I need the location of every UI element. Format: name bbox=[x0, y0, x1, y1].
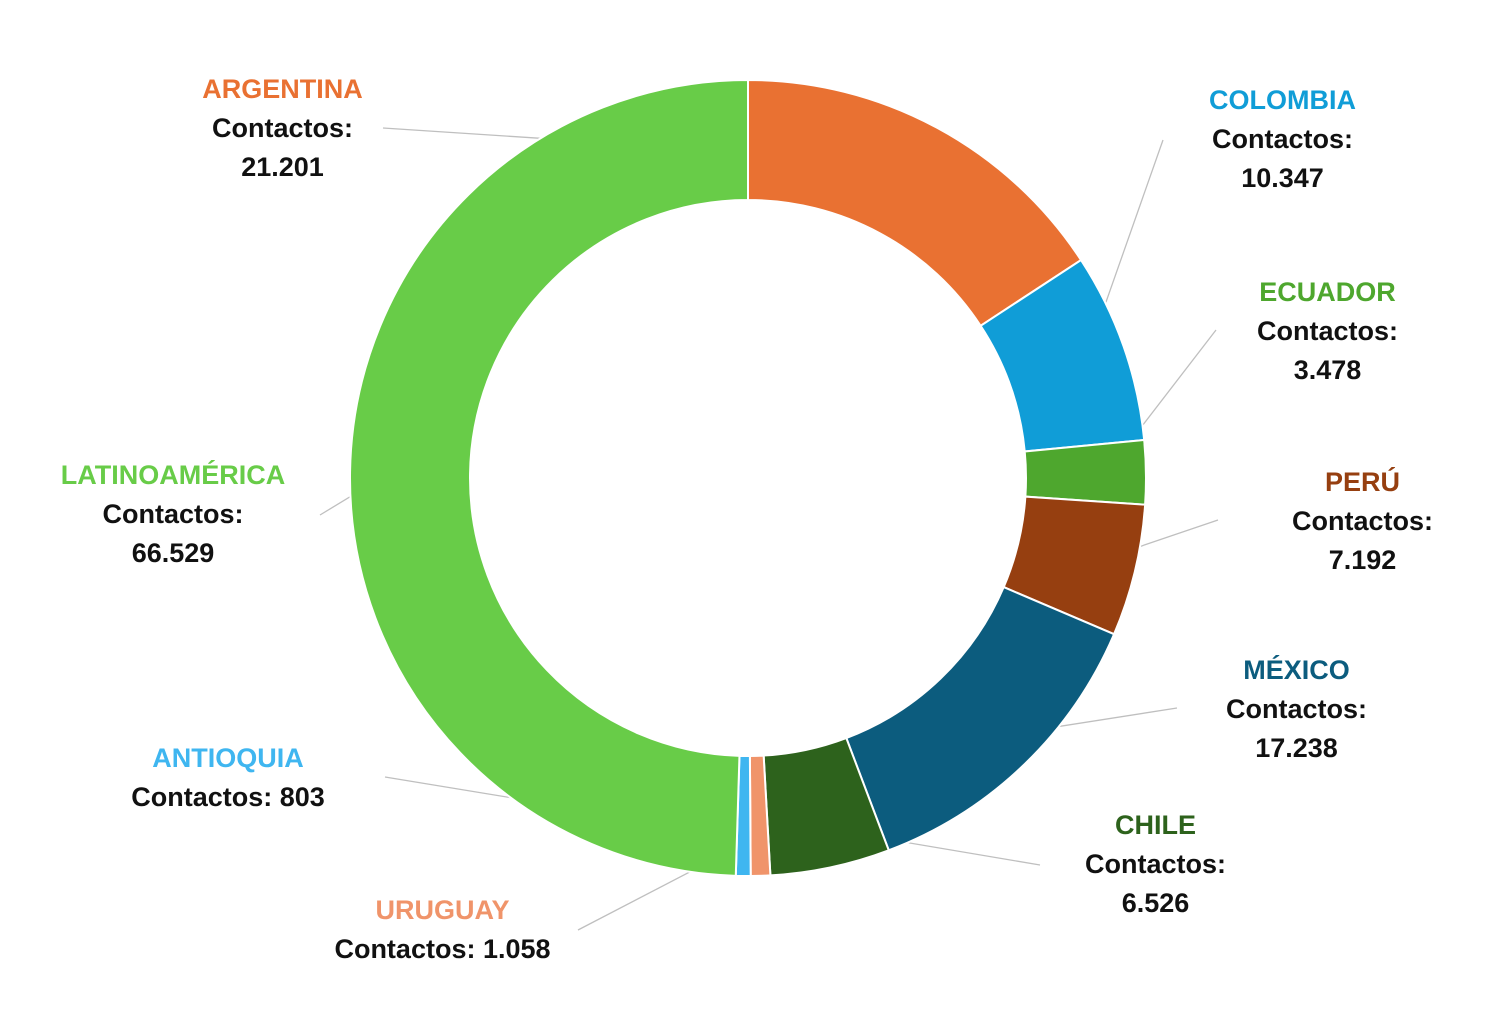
slice-argentina bbox=[747, 78, 1083, 328]
label-ecuador-name: ECUADOR bbox=[1259, 277, 1396, 307]
label-peru-name: PERÚ bbox=[1324, 467, 1400, 497]
label-argentina-prefix: Contactos: bbox=[212, 113, 353, 143]
label-mexico-prefix: Contactos: bbox=[1226, 694, 1367, 724]
label-colombia-value: 10.347 bbox=[1241, 163, 1324, 193]
label-peru-value: 7.192 bbox=[1328, 545, 1397, 575]
label-colombia-prefix: Contactos: bbox=[1212, 124, 1353, 154]
label-argentina-name: ARGENTINA bbox=[202, 74, 363, 104]
label-antioquia-line: Contactos: 803 bbox=[98, 778, 358, 817]
label-chile: CHILE Contactos: 6.526 bbox=[1053, 806, 1258, 923]
slice-latinoamerica bbox=[349, 78, 749, 877]
label-uruguay-line: Contactos: 1.058 bbox=[290, 930, 595, 969]
label-ecuador-prefix: Contactos: bbox=[1257, 316, 1398, 346]
label-chile-value: 6.526 bbox=[1121, 888, 1190, 918]
label-mexico-name: MÉXICO bbox=[1243, 655, 1350, 685]
label-colombia-name: COLOMBIA bbox=[1209, 85, 1356, 115]
label-chile-name: CHILE bbox=[1115, 810, 1196, 840]
label-antioquia: ANTIOQUIA Contactos: 803 bbox=[98, 739, 358, 817]
label-peru: PERÚ Contactos: 7.192 bbox=[1260, 463, 1465, 580]
label-ecuador-value: 3.478 bbox=[1293, 355, 1362, 385]
label-latinoamerica: LATINOAMÉRICA Contactos: 66.529 bbox=[48, 456, 298, 573]
label-antioquia-name: ANTIOQUIA bbox=[152, 743, 304, 773]
label-argentina: ARGENTINA Contactos: 21.201 bbox=[180, 70, 385, 187]
donut-slices bbox=[349, 78, 1147, 877]
label-chile-prefix: Contactos: bbox=[1085, 849, 1226, 879]
slice-ecuador bbox=[1023, 438, 1147, 506]
label-antioquia-prefix: Contactos: bbox=[131, 782, 280, 812]
label-latinoamerica-name: LATINOAMÉRICA bbox=[60, 460, 286, 490]
label-latinoamerica-value: 66.529 bbox=[131, 538, 215, 568]
label-uruguay-value: 1.058 bbox=[482, 934, 551, 964]
label-argentina-value: 21.201 bbox=[241, 152, 324, 182]
label-mexico-value: 17.238 bbox=[1255, 733, 1338, 763]
label-latinoamerica-prefix: Contactos: bbox=[102, 499, 244, 529]
label-mexico: MÉXICO Contactos: 17.238 bbox=[1194, 651, 1399, 768]
label-colombia: COLOMBIA Contactos: 10.347 bbox=[1180, 81, 1385, 198]
label-uruguay-name: URUGUAY bbox=[375, 895, 510, 925]
label-uruguay: URUGUAY Contactos: 1.058 bbox=[290, 891, 595, 969]
label-antioquia-value: 803 bbox=[279, 782, 325, 812]
label-ecuador: ECUADOR Contactos: 3.478 bbox=[1225, 273, 1430, 390]
label-peru-prefix: Contactos: bbox=[1292, 506, 1433, 536]
label-uruguay-prefix: Contactos: bbox=[334, 934, 483, 964]
